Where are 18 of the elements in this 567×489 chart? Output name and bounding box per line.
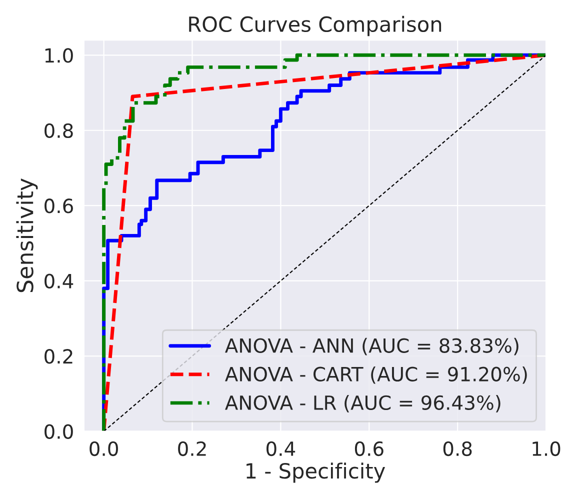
y-tick-label: 0.2	[44, 349, 72, 364]
x-tick-label: 1.0	[532, 441, 560, 456]
y-tick-label: 0.8	[44, 123, 73, 138]
y-tick-label: 0.4	[44, 274, 74, 288]
x-tick-label: 0.2	[178, 441, 206, 456]
x-tick-label: 0.0	[90, 441, 118, 456]
legend-label: ANOVA - LR (AUC = 96.43%)	[225, 395, 500, 412]
y-tick-label: 0.6	[44, 198, 73, 214]
x-tick-label: 0.6	[354, 441, 384, 456]
x-tick-label: 0.4	[266, 441, 296, 456]
legend-label: ANOVA - CART (AUC = 91.20%)	[225, 366, 527, 384]
y-tick-label: 1.0	[45, 48, 73, 63]
chart-title: ROC Curves Comparison	[189, 16, 442, 36]
legend-label: ANOVA - ANN (AUC = 83.83%)	[225, 338, 518, 356]
y-axis-title: Sensitivity	[16, 178, 38, 292]
x-tick-label: 0.8	[443, 441, 472, 456]
y-tick-label: 0.0	[44, 424, 73, 439]
x-axis-title: 1 - Specificity	[246, 462, 386, 483]
